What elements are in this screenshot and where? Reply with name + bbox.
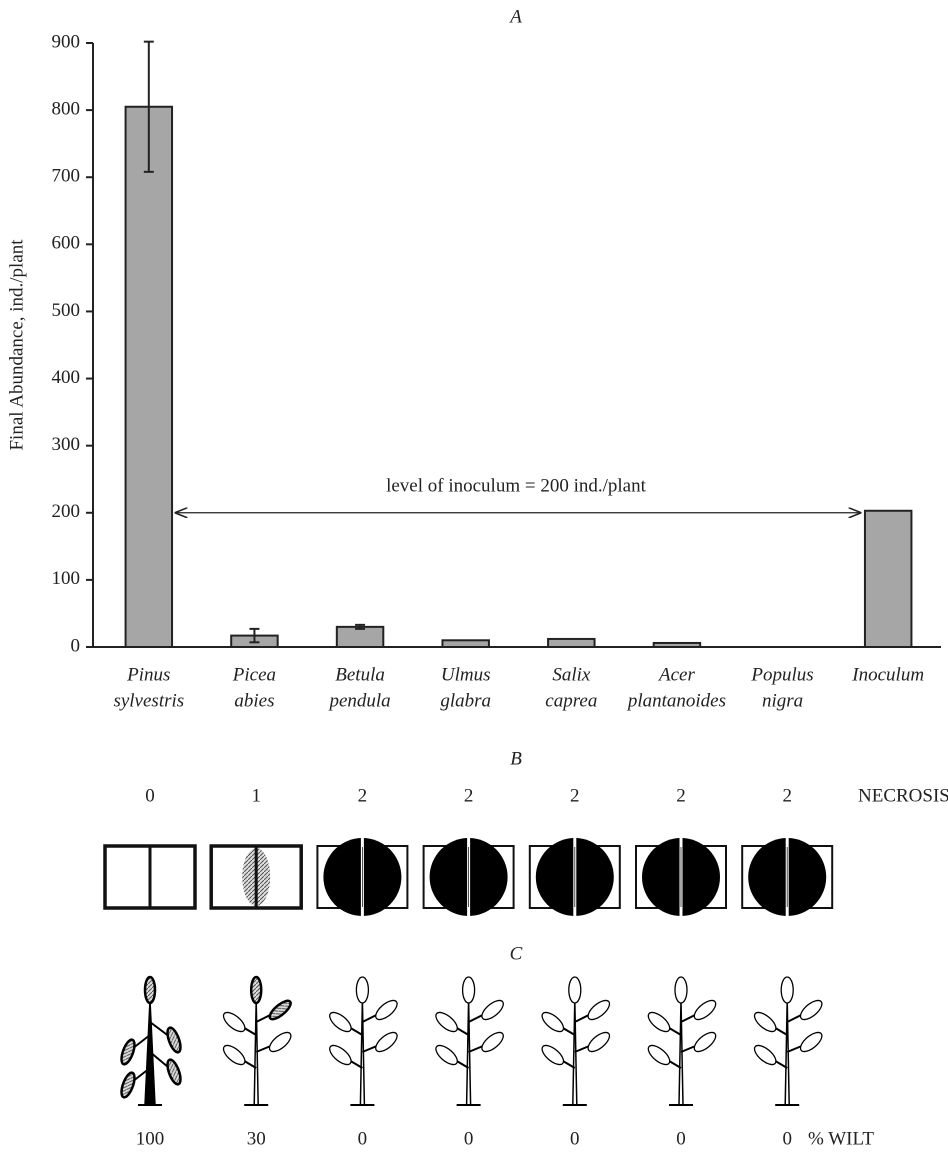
wilt-value: 0	[676, 1128, 686, 1149]
plant-icon	[645, 977, 719, 1105]
x-tick-label: Pinus	[126, 664, 170, 685]
bar	[442, 640, 488, 647]
x-tick-label: glabra	[440, 690, 491, 711]
plant-icon	[220, 977, 294, 1105]
y-tick-label: 800	[52, 98, 81, 119]
plant-icon	[119, 977, 183, 1105]
necrosis-icon	[317, 838, 407, 916]
wilt-value: 0	[570, 1128, 580, 1149]
plant-icon	[433, 977, 507, 1105]
x-tick-label: Ulmus	[441, 664, 491, 685]
plant-icon	[327, 977, 401, 1105]
y-tick-label: 200	[52, 501, 81, 522]
panel-title: B	[510, 748, 522, 769]
x-tick-label: pendula	[327, 690, 390, 711]
wilt-value: 30	[247, 1128, 266, 1149]
chart-title: A	[508, 6, 522, 27]
x-tick-label: Picea	[232, 664, 276, 685]
x-tick-label: Populus	[750, 664, 813, 685]
bar	[337, 627, 383, 647]
wilt-value: 0	[782, 1128, 792, 1149]
x-tick-label: sylvestris	[113, 690, 184, 711]
x-tick-label: Acer	[657, 664, 695, 685]
y-tick-label: 900	[52, 31, 81, 52]
necrosis-icon	[105, 846, 195, 908]
y-axis-label: Final Abundance, ind./plant	[6, 239, 27, 451]
x-tick-label: abies	[234, 690, 274, 711]
y-tick-label: 0	[71, 635, 81, 656]
necrosis-score: 2	[358, 785, 368, 806]
y-tick-label: 100	[52, 568, 81, 589]
necrosis-score: 0	[145, 785, 155, 806]
y-tick-label: 600	[52, 233, 81, 254]
wilt-value: 100	[136, 1128, 165, 1149]
x-tick-label: nigra	[762, 690, 803, 711]
necrosis-score: 2	[782, 785, 792, 806]
bar	[548, 639, 594, 647]
y-tick-label: 300	[52, 434, 81, 455]
necrosis-score: 1	[251, 785, 261, 806]
wilt-value: 0	[358, 1128, 368, 1149]
necrosis-score: 2	[676, 785, 686, 806]
necrosis-icon	[636, 838, 726, 916]
plant-icon	[751, 977, 825, 1105]
necrosis-icon	[742, 838, 832, 916]
necrosis-score: 2	[570, 785, 580, 806]
bar	[865, 511, 911, 647]
bar	[654, 643, 700, 647]
y-tick-label: 400	[52, 367, 81, 388]
x-tick-label: Inoculum	[851, 664, 924, 685]
necrosis-score: 2	[464, 785, 474, 806]
bar	[126, 107, 172, 647]
y-tick-label: 500	[52, 300, 81, 321]
x-tick-label: plantanoides	[626, 690, 726, 711]
plant-icon	[539, 977, 613, 1105]
panel-label: % WILT	[808, 1128, 874, 1149]
x-tick-label: Betula	[335, 664, 385, 685]
x-tick-label: Salix	[552, 664, 591, 685]
figure: A Final Abundance, ind./plant B NECROSIS…	[0, 0, 948, 1158]
annotation: level of inoculum = 200 ind./plant	[386, 475, 647, 496]
necrosis-icon	[424, 838, 514, 916]
panel-title: C	[510, 943, 523, 964]
necrosis-icon	[530, 838, 620, 916]
wilt-value: 0	[464, 1128, 474, 1149]
necrosis-icon	[211, 846, 301, 908]
panel-label: NECROSIS	[858, 785, 948, 806]
x-tick-label: caprea	[545, 690, 597, 711]
y-tick-label: 700	[52, 166, 81, 187]
